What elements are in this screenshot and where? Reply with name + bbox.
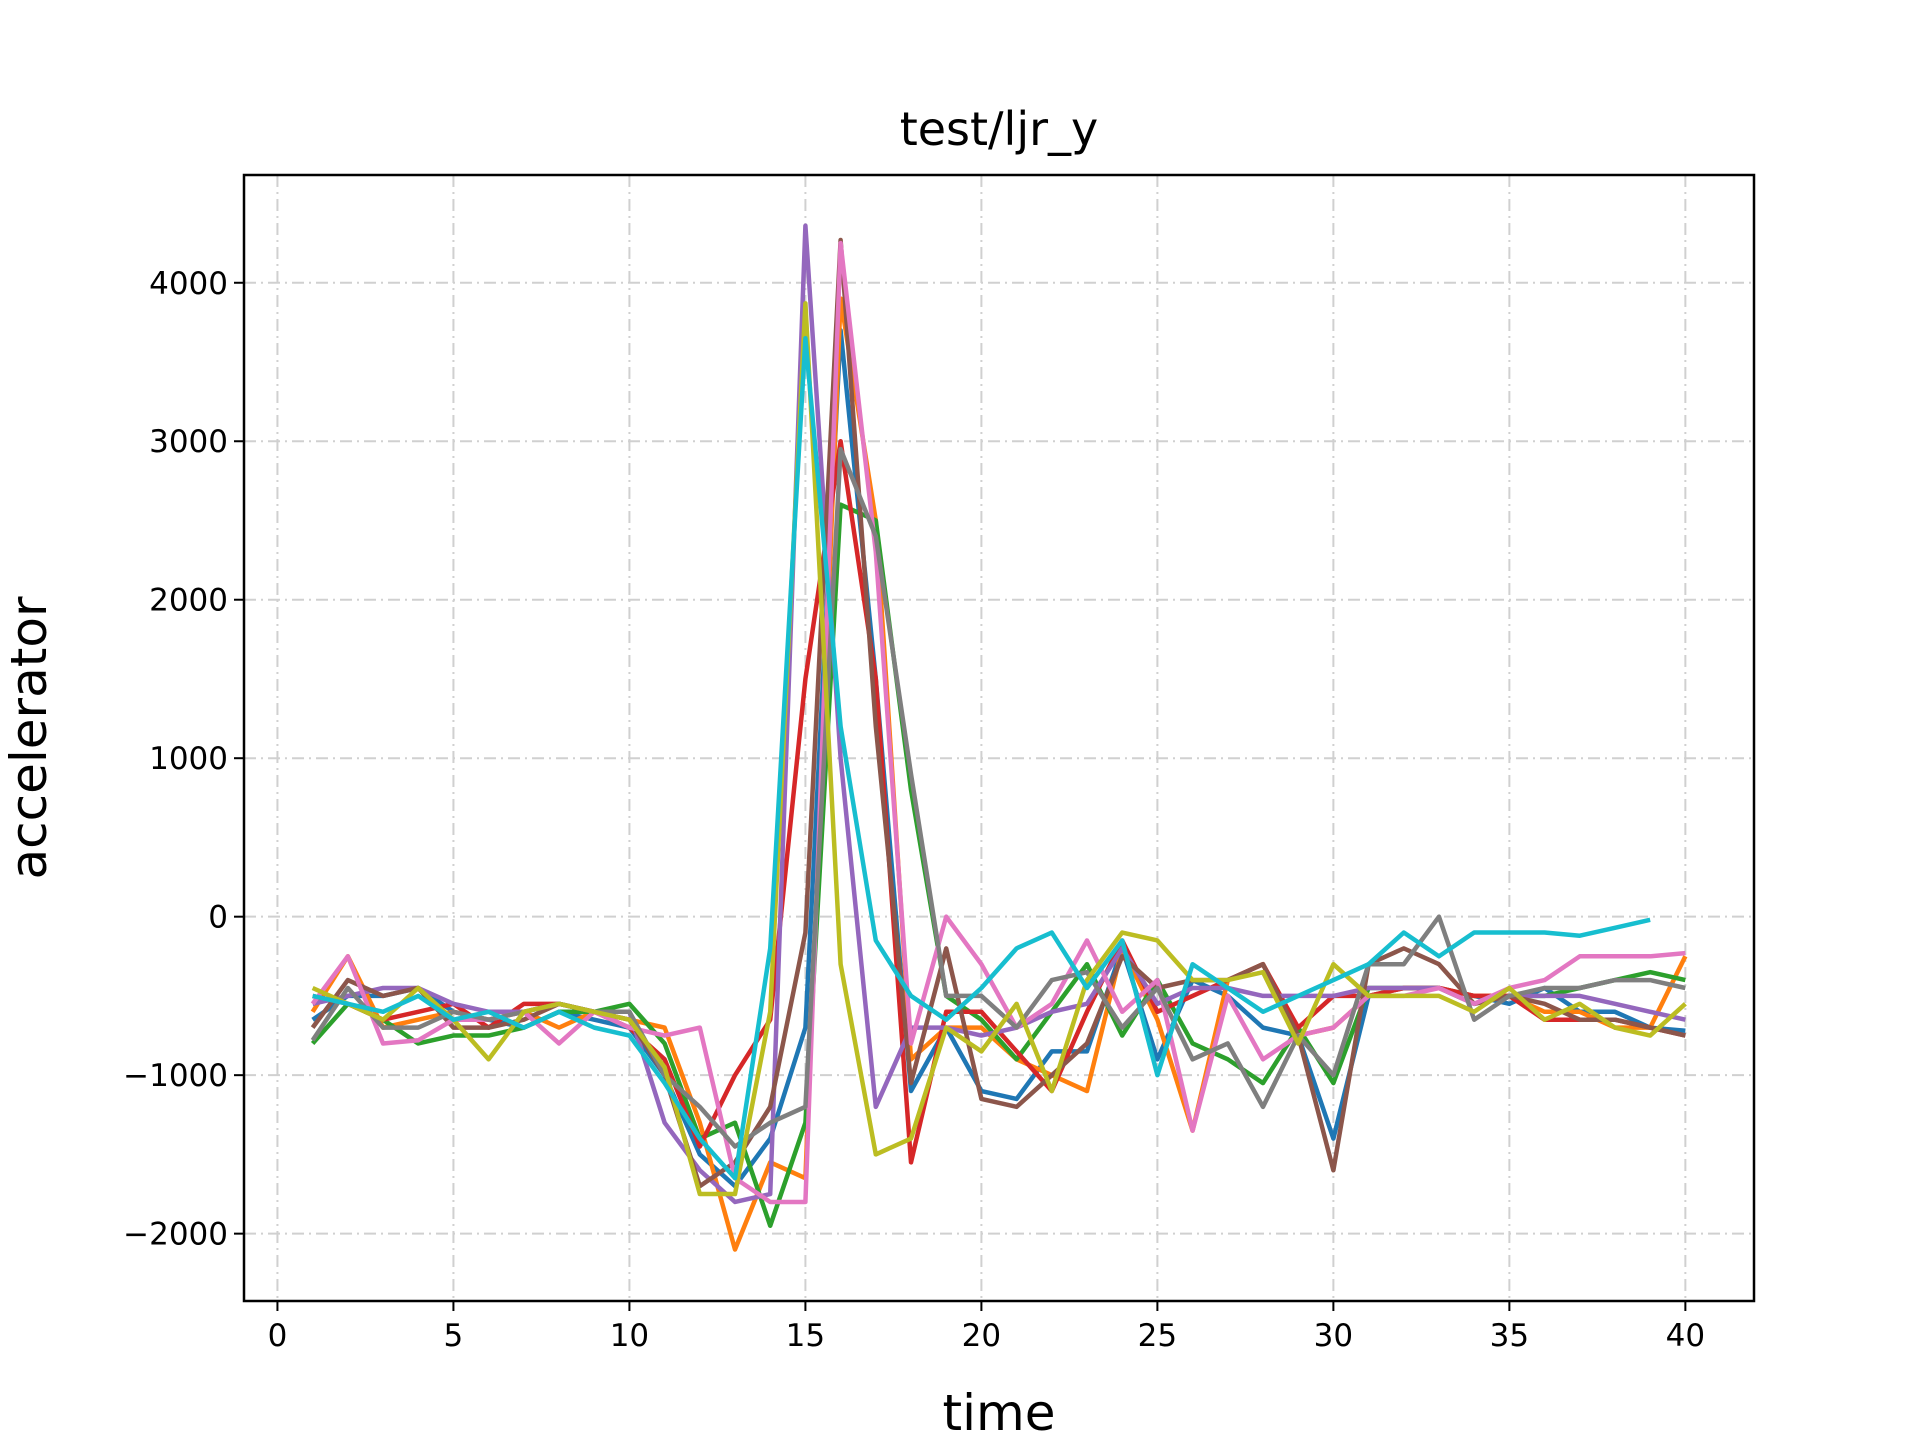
y-tick-label: 1000 [149, 741, 228, 777]
series-line [311, 301, 1687, 1197]
x-tick-label: 10 [610, 1318, 649, 1354]
x-tick-label: 25 [1138, 1318, 1177, 1354]
x-tick-label: 20 [962, 1318, 1001, 1354]
y-tick-label: −2000 [123, 1217, 228, 1253]
plot-frame [242, 173, 1756, 1303]
y-axis-label: accelerator [0, 596, 58, 879]
series-line [310, 237, 1686, 1189]
x-tick-label: 15 [786, 1318, 825, 1354]
x-tick-label: 0 [268, 1318, 288, 1354]
y-tick-label: 0 [208, 900, 228, 936]
y-tick-label: −1000 [123, 1058, 228, 1094]
chart-title: test/ljr_y [900, 102, 1099, 156]
series-line [310, 240, 1686, 1205]
x-tick-label: 30 [1314, 1318, 1353, 1354]
series-line [312, 335, 1651, 1181]
y-tick-label: 4000 [149, 266, 228, 302]
y-tick-label: 3000 [149, 424, 228, 460]
y-tick-label: 2000 [149, 583, 228, 619]
x-tick-label: 5 [444, 1318, 464, 1354]
x-tick-label: 35 [1490, 1318, 1529, 1354]
x-tick-label: 40 [1666, 1318, 1705, 1354]
x-axis-label: time [943, 1384, 1056, 1440]
